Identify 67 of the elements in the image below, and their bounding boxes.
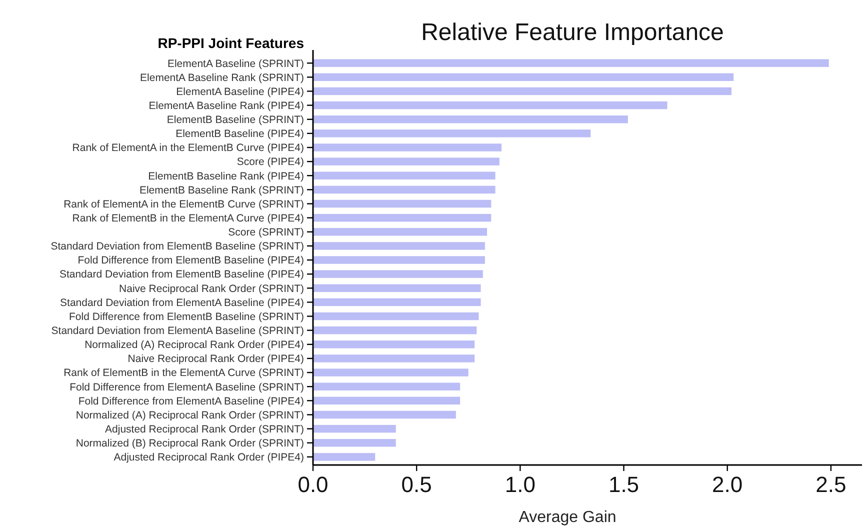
y-tick-label: Naive Reciprocal Rank Order (SPRINT)	[119, 282, 304, 295]
y-tick-label: Score (SPRINT)	[228, 226, 304, 239]
y-tick-label: Standard Deviation from ElementB Baseline (PIPE4)	[59, 268, 304, 281]
y-tick-label: Fold Difference from ElementB Baseline (SPRINT)	[69, 310, 304, 323]
y-tick-label: Fold Difference from ElementA Baseline (PIPE4)	[78, 395, 304, 408]
bar	[313, 340, 475, 348]
x-tick-label: 2.0	[712, 472, 743, 497]
y-axis-title: RP-PPI Joint Features	[158, 35, 304, 51]
bar	[313, 284, 481, 292]
bar	[313, 87, 732, 96]
y-tick-label: Rank of ElementA in the ElementB Curve (PIPE4)	[72, 142, 304, 154]
bar	[313, 382, 460, 390]
bar	[313, 172, 496, 180]
x-tick-label: 1.5	[608, 472, 640, 497]
bar	[313, 424, 396, 433]
bar	[313, 326, 477, 334]
x-tick-label: 0.5	[401, 472, 432, 497]
bar	[313, 158, 500, 166]
bar	[313, 256, 485, 264]
bar	[313, 270, 483, 278]
bar	[313, 73, 734, 82]
bar	[313, 298, 481, 306]
y-tick-label: Rank of ElementB in the ElementA Curve (PIPE4)	[72, 212, 304, 224]
chart-title: Relative Feature Importance	[421, 19, 724, 46]
bar	[313, 368, 468, 376]
y-tick-label: Adjusted Reciprocal Rank Order (PIPE4)	[114, 452, 304, 464]
y-tick-label: ElementA Baseline (PIPE4)	[176, 86, 304, 98]
bar	[313, 115, 628, 124]
y-tick-label: ElementB Baseline (PIPE4)	[176, 128, 304, 140]
bar	[313, 200, 492, 208]
y-tick-label: Normalized (A) Reciprocal Rank Order (PIPE4)	[84, 339, 304, 352]
y-tick-label: Standard Deviation from ElementA Baseline (SPRINT)	[51, 325, 304, 337]
y-tick-label: ElementA Baseline (SPRINT)	[167, 58, 304, 70]
y-tick-label: Standard Deviation from ElementB Baseline (SPRINT)	[50, 240, 304, 253]
bar	[313, 186, 496, 194]
y-tick-label: Normalized (B) Reciprocal Rank Order (SPRINT)	[76, 438, 304, 450]
bar	[313, 59, 829, 67]
y-tick-label: ElementA Baseline Rank (SPRINT)	[140, 72, 304, 84]
y-tick-label: Adjusted Reciprocal Rank Order (SPRINT)	[105, 423, 304, 436]
y-tick-label: ElementB Baseline Rank (SPRINT)	[139, 184, 304, 196]
bar	[313, 396, 460, 405]
y-tick-label: ElementA Baseline Rank (PIPE4)	[148, 100, 304, 112]
y-tick-label: Rank of ElementB in the ElementA Curve (SPRINT)	[64, 367, 304, 380]
x-tick-label: 0.0	[298, 472, 328, 497]
bar	[313, 214, 492, 222]
y-tick-label: Standard Deviation from ElementA Baseline (PIPE4)	[60, 296, 304, 309]
bar	[313, 130, 591, 138]
bar	[313, 144, 502, 152]
y-tick-label: ElementB Baseline (SPRINT)	[166, 114, 304, 126]
bar	[313, 101, 668, 110]
y-tick-label: Naive Reciprocal Rank Order (PIPE4)	[128, 353, 304, 366]
y-tick-label: Fold Difference from ElementA Baseline (SPRINT)	[70, 381, 304, 394]
y-tick-label: Fold Difference from ElementB Baseline (PIPE4)	[78, 254, 304, 267]
y-tick-label: ElementB Baseline Rank (PIPE4)	[148, 170, 304, 182]
bar	[313, 438, 396, 447]
y-tick-label: Score (PIPE4)	[236, 156, 304, 168]
bar	[313, 242, 485, 250]
bar	[313, 312, 479, 320]
bar	[313, 354, 475, 362]
bar	[313, 228, 488, 236]
y-tick-label: Normalized (A) Reciprocal Rank Order (SPRINT)	[76, 409, 304, 422]
bar	[313, 453, 376, 461]
y-tick-label: Rank of ElementA in the ElementB Curve (SPRINT)	[64, 198, 304, 210]
x-axis-title: Average Gain	[518, 509, 616, 526]
x-tick-label: 2.5	[816, 472, 846, 497]
bar	[313, 410, 456, 419]
x-tick-label: 1.0	[504, 472, 536, 497]
